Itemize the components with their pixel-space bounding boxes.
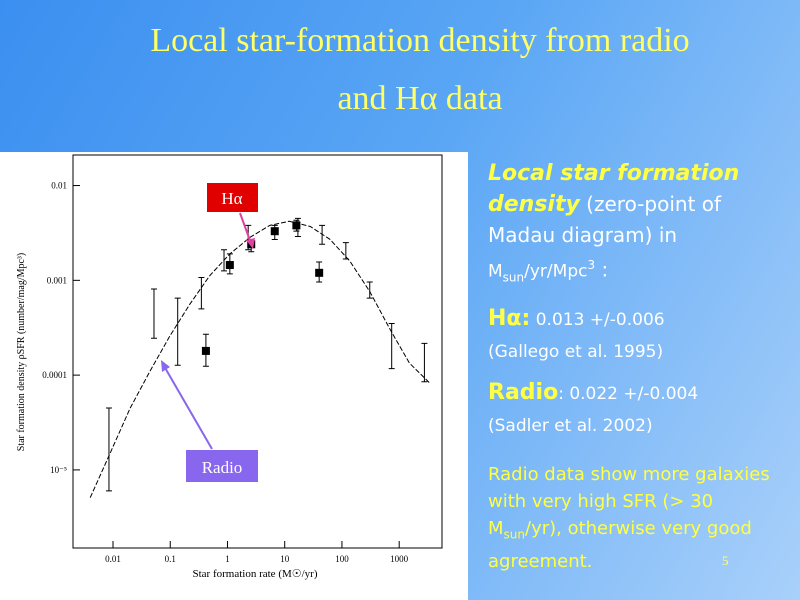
marker [292, 221, 301, 230]
paragraph: Radio data show more galaxies with very … [488, 461, 788, 576]
text: : [595, 257, 609, 282]
error-bar [319, 224, 326, 245]
marker [201, 346, 210, 355]
marker [315, 268, 324, 277]
annotation-box [186, 450, 258, 482]
error-bar [198, 277, 205, 310]
paragraph: Local star formation density (zero-point… [488, 158, 788, 293]
x-tick-label: 0.1 [165, 554, 176, 564]
slide-title: and Hα data [337, 80, 503, 117]
y-tick-label: 10⁻⁵ [50, 465, 67, 475]
text: : 0.022 +/-0.004 [558, 383, 699, 404]
annotation-box [207, 183, 258, 212]
marker [225, 261, 234, 270]
text: (Sadler et al. 2002) [488, 415, 653, 436]
fit-curve [89, 220, 430, 498]
x-tick-label: 10 [280, 554, 290, 564]
error-bar [366, 281, 373, 299]
paragraph: Hα: 0.013 +/-0.006 (Gallego et al. 1995) [488, 303, 788, 367]
label: Hα: [488, 305, 531, 331]
y-tick-label: 0.0001 [42, 370, 67, 380]
y-tick-label: 0.01 [51, 181, 67, 191]
chart-background [0, 152, 468, 600]
page-number: 5 [722, 553, 729, 568]
y-axis-label: Star formation density ρSFR (number/mag/… [16, 253, 27, 452]
text: M [488, 261, 503, 282]
x-tick-label: 1 [225, 554, 230, 564]
arrow [163, 365, 213, 450]
annotation: Radio [202, 458, 243, 477]
arrow-head [246, 238, 255, 249]
text: 0.013 +/-0.006 [530, 309, 665, 330]
text: sun [503, 527, 525, 542]
marker [270, 227, 279, 236]
paragraph: Radio: 0.022 +/-0.004 (Sadler et al. 2002… [488, 377, 788, 441]
heading: Local star formation density [488, 161, 740, 217]
text-panel: Local star formation density (zero-point… [488, 158, 788, 585]
y-tick-label: 0.001 [47, 275, 67, 285]
slide-title: Local star-formation density from radio [150, 22, 690, 59]
plot-frame [72, 154, 443, 549]
x-tick-label: 100 [335, 554, 349, 564]
error-bar [388, 323, 395, 370]
error-bar [150, 288, 157, 339]
text: /yr/Mpc [524, 261, 588, 282]
text: Radio data show more galaxies with very … [488, 463, 770, 539]
text: sun [502, 270, 525, 285]
x-tick-label: 1000 [390, 554, 409, 564]
text: 3 [587, 258, 596, 272]
label: Radio [488, 379, 559, 405]
x-tick-label: 0.01 [105, 554, 121, 564]
error-bar [174, 297, 181, 366]
text: (Gallego et al. 1995) [488, 341, 664, 362]
error-bar [421, 342, 428, 383]
error-bar [294, 217, 301, 238]
text: (zero-point of Madau diagram) in [488, 192, 722, 247]
arrow-head [161, 360, 170, 372]
chart: Star formation rate (M☉/yr) Star formati… [0, 152, 468, 600]
annotation: Hα [221, 189, 242, 208]
error-bar [105, 407, 112, 492]
text: /yr), otherwise very good agreement. [488, 517, 752, 573]
x-axis-label: Star formation rate (M☉/yr) [192, 568, 317, 580]
